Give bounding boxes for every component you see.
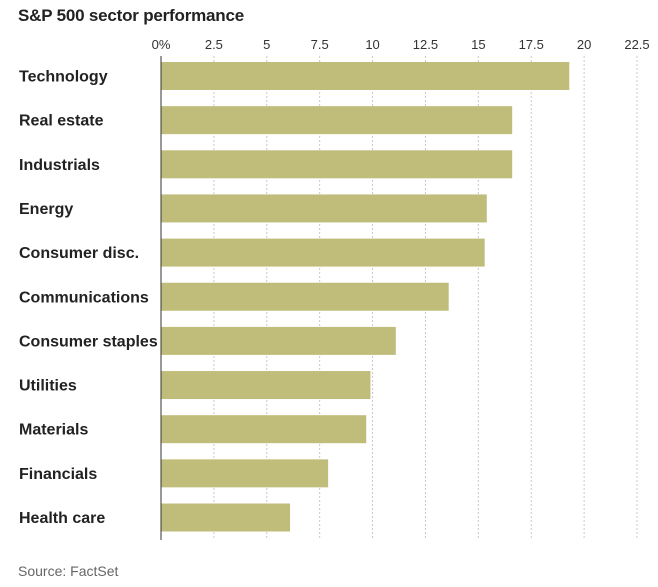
category-label: Consumer disc. <box>19 245 139 262</box>
x-tick-label: 10 <box>365 37 379 52</box>
bar <box>161 238 485 267</box>
chart-title: S&P 500 sector performance <box>18 6 244 25</box>
x-tick-label: 7.5 <box>311 37 329 52</box>
category-label: Real estate <box>19 113 104 130</box>
bar <box>161 459 329 488</box>
category-label: Communications <box>19 289 149 306</box>
bar <box>161 371 371 400</box>
bar-layer <box>161 62 570 532</box>
x-tick-label: 0% <box>152 37 171 52</box>
chart-source: Source: FactSet <box>18 563 119 579</box>
category-label: Energy <box>19 201 73 218</box>
bar <box>161 503 291 532</box>
bar <box>161 415 367 444</box>
category-label: Utilities <box>19 378 77 395</box>
bar <box>161 62 570 90</box>
bar <box>161 106 513 135</box>
x-tick-label: 15 <box>471 37 485 52</box>
bar <box>161 194 487 223</box>
x-tick-label: 20 <box>577 37 591 52</box>
x-tick-label: 12.5 <box>413 37 438 52</box>
category-label: Industrials <box>19 157 100 174</box>
category-label: Health care <box>19 510 105 527</box>
category-label: Consumer staples <box>19 333 158 350</box>
x-tick-label: 17.5 <box>519 37 544 52</box>
category-label: Financials <box>19 466 97 483</box>
label-layer: 0% 2.5 5 7.5 10 12.5 15 17.5 20 22.5 Technology Rea… <box>19 37 650 527</box>
category-label: Technology <box>19 69 108 86</box>
category-label: Materials <box>19 422 88 439</box>
x-tick-label: 22.5 <box>624 37 649 52</box>
bar <box>161 150 513 179</box>
bar <box>161 282 449 311</box>
x-tick-label: 2.5 <box>205 37 223 52</box>
x-tick-label: 5 <box>263 37 270 52</box>
bar <box>161 326 396 355</box>
